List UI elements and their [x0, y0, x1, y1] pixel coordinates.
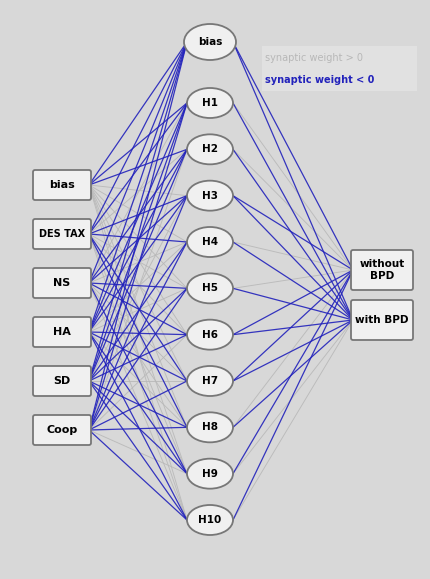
Text: Coop: Coop: [46, 425, 77, 435]
Text: H2: H2: [202, 144, 218, 155]
Text: H5: H5: [202, 283, 218, 294]
Text: H7: H7: [202, 376, 218, 386]
Text: synaptic weight < 0: synaptic weight < 0: [264, 75, 374, 85]
FancyBboxPatch shape: [33, 219, 91, 249]
Ellipse shape: [187, 88, 233, 118]
Text: H6: H6: [202, 329, 218, 340]
FancyBboxPatch shape: [261, 46, 416, 91]
Text: H9: H9: [202, 468, 218, 479]
Text: H8: H8: [202, 422, 218, 433]
FancyBboxPatch shape: [33, 366, 91, 396]
Text: NS: NS: [53, 278, 71, 288]
Text: HA: HA: [53, 327, 71, 337]
Ellipse shape: [187, 273, 233, 303]
Text: H4: H4: [202, 237, 218, 247]
Ellipse shape: [187, 459, 233, 489]
FancyBboxPatch shape: [33, 317, 91, 347]
Ellipse shape: [187, 366, 233, 396]
Text: H10: H10: [198, 515, 221, 525]
Ellipse shape: [187, 505, 233, 535]
FancyBboxPatch shape: [33, 415, 91, 445]
Text: DES TAX: DES TAX: [39, 229, 85, 239]
Ellipse shape: [187, 227, 233, 257]
FancyBboxPatch shape: [33, 268, 91, 298]
FancyBboxPatch shape: [33, 170, 91, 200]
Ellipse shape: [187, 181, 233, 211]
Text: SD: SD: [53, 376, 71, 386]
Ellipse shape: [184, 24, 236, 60]
Text: with BPD: with BPD: [354, 315, 408, 325]
FancyBboxPatch shape: [350, 300, 412, 340]
Text: bias: bias: [197, 37, 222, 47]
Text: H3: H3: [202, 190, 218, 201]
Text: synaptic weight > 0: synaptic weight > 0: [264, 53, 362, 63]
Text: without
BPD: without BPD: [359, 259, 404, 281]
Ellipse shape: [187, 412, 233, 442]
Text: H1: H1: [202, 98, 218, 108]
Ellipse shape: [187, 320, 233, 350]
FancyBboxPatch shape: [350, 250, 412, 290]
Text: bias: bias: [49, 180, 75, 190]
Ellipse shape: [187, 134, 233, 164]
